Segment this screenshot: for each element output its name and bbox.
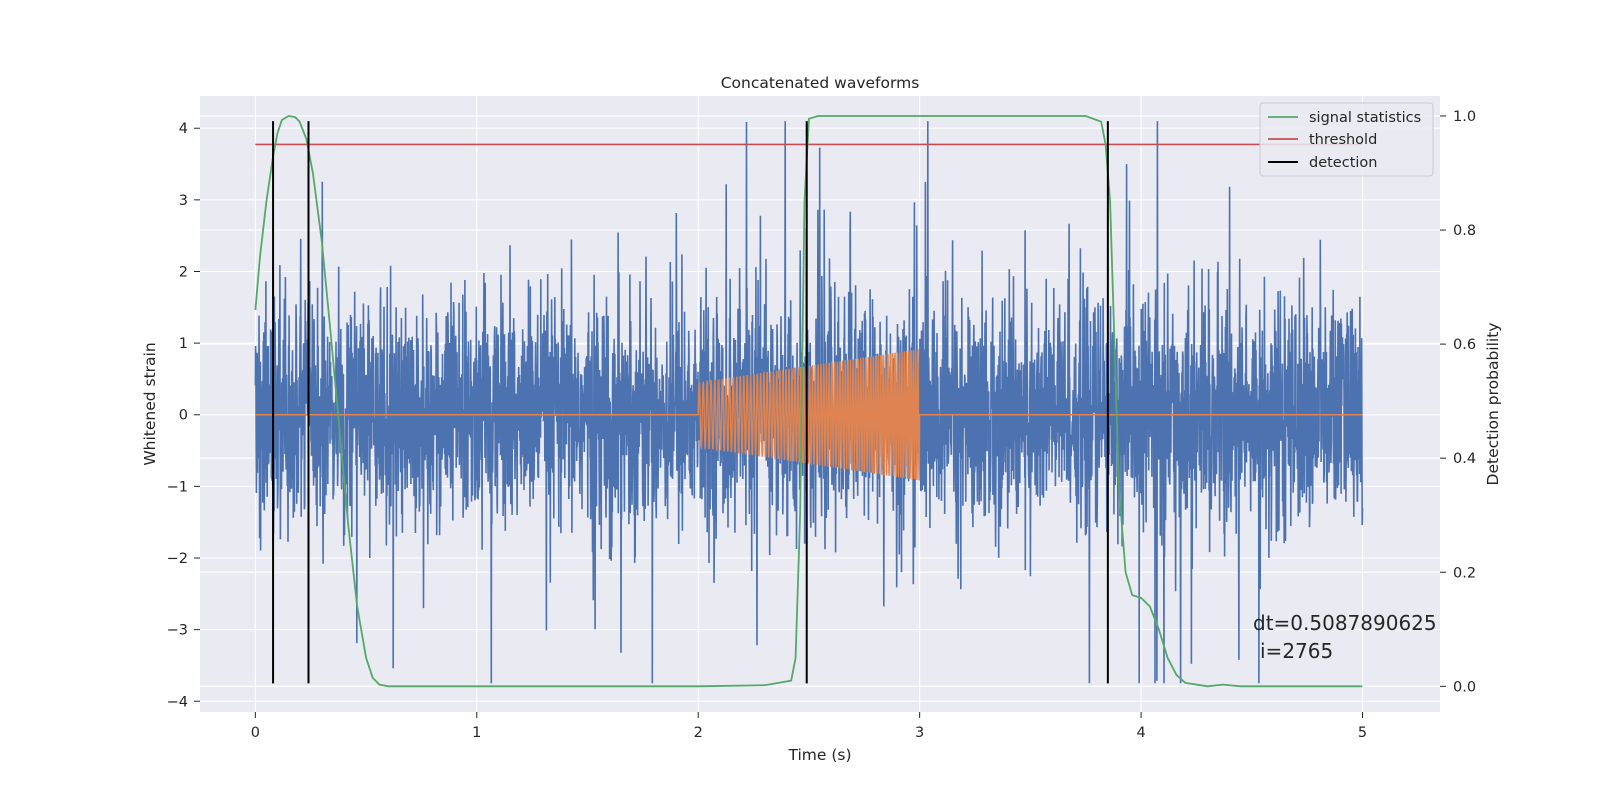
annotation-dt: dt=0.5087890625: [1253, 611, 1437, 635]
axis-layer: 0 1 2 3 4 5 −4 −3 −2 −1 0 1 2 3 4 0.0 0.2 0.4 0.6 0.8 1.0: [167, 109, 1476, 741]
legend-label-signal-statistics: signal statistics: [1309, 110, 1421, 126]
legend-label-threshold: threshold: [1309, 132, 1377, 148]
x-tick-label: 4: [1136, 725, 1145, 741]
y-tick-label: 3: [179, 193, 188, 209]
data-layer: [254, 115, 1364, 688]
y-right-tick-label: 0.4: [1453, 451, 1476, 467]
legend: signal statistics threshold detection: [1259, 102, 1434, 177]
annotation-i: i=2765: [1260, 639, 1333, 663]
y-tick-label: 2: [179, 264, 188, 280]
y-right-tick-label: 0.6: [1453, 337, 1476, 353]
injected-waveform-line: [255, 349, 1363, 481]
y-right-tick-label: 0.0: [1453, 679, 1476, 695]
chart-title: Concatenated waveforms: [721, 74, 920, 92]
y-tick-label: 0: [179, 408, 188, 424]
y-tick-label: 4: [179, 121, 188, 137]
x-tick-label: 2: [694, 725, 703, 741]
y-right-tick-label: 1.0: [1453, 109, 1476, 125]
legend-box: [1259, 102, 1434, 177]
y-axis-label: Whitened strain: [141, 342, 159, 465]
y-tick-label: 1: [179, 336, 188, 352]
x-tick-label: 3: [915, 725, 924, 741]
y-tick-label: −4: [167, 694, 188, 710]
y-right-tick-label: 0.2: [1453, 565, 1476, 581]
y-tick-label: −3: [167, 623, 188, 639]
x-tick-label: 5: [1358, 725, 1367, 741]
y-right-tick-label: 0.8: [1453, 223, 1476, 239]
y-right-axis-label: Detection probability: [1484, 323, 1502, 486]
x-axis-label: Time (s): [787, 746, 851, 764]
x-tick-label: 0: [251, 725, 260, 741]
x-tick-label: 1: [472, 725, 481, 741]
y-tick-label: −1: [167, 479, 188, 495]
signal-statistics-line: [254, 115, 1363, 688]
y-tick-label: −2: [167, 551, 188, 567]
legend-label-detection: detection: [1309, 155, 1377, 171]
